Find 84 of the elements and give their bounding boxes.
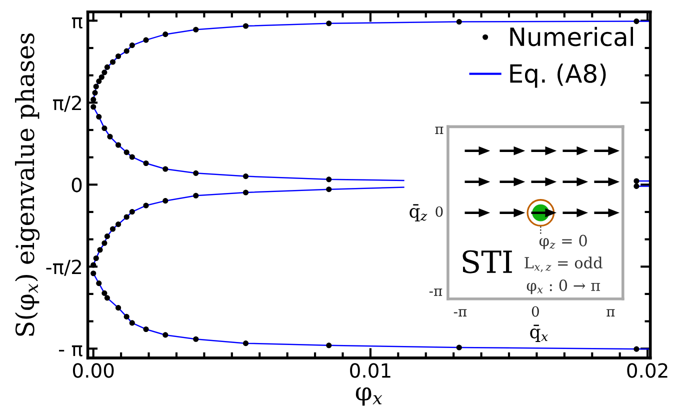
point	[124, 314, 130, 320]
point	[456, 19, 462, 25]
point	[143, 37, 149, 43]
point	[456, 344, 462, 350]
point	[116, 142, 122, 148]
x-tick-label: 0.01	[350, 363, 390, 378]
point	[93, 255, 99, 262]
point	[96, 114, 102, 120]
x-axis-title: φ$_{x}$	[356, 387, 382, 406]
point	[107, 134, 113, 140]
point	[162, 32, 168, 38]
point	[143, 326, 149, 332]
annotation: φ$_{x}$ : 0 → π	[526, 280, 600, 294]
legend-label: Numerical	[510, 26, 633, 46]
point	[116, 222, 122, 228]
point	[129, 209, 135, 215]
point	[104, 234, 110, 240]
point	[326, 186, 332, 192]
point	[116, 305, 122, 311]
text: q̄$_{x}$	[530, 324, 548, 342]
y-tick-label: - π	[58, 345, 82, 356]
point	[634, 18, 640, 24]
point	[124, 48, 130, 54]
point	[92, 90, 98, 96]
y-tick-label: π	[72, 17, 82, 28]
point	[93, 84, 99, 90]
y-tick-label: -π/2	[46, 260, 81, 276]
annotation: -π	[454, 309, 467, 316]
point	[104, 295, 110, 301]
y-tick-label: 0	[72, 178, 82, 192]
x-tick-label: 0.00	[72, 363, 114, 378]
point	[102, 70, 108, 76]
point	[129, 42, 135, 48]
point	[162, 332, 168, 338]
point	[90, 104, 96, 110]
point	[90, 270, 96, 276]
y-axis-title: S(φ$_{x}$) eigenvalue phases	[15, 33, 40, 336]
point	[102, 126, 108, 132]
point	[124, 150, 130, 156]
point	[193, 26, 199, 32]
point	[116, 53, 122, 60]
point	[98, 74, 104, 80]
point	[90, 262, 96, 268]
annotation: π	[435, 126, 444, 134]
point	[242, 23, 249, 29]
point	[242, 190, 249, 196]
point	[326, 20, 332, 26]
point	[242, 174, 249, 180]
point	[193, 170, 199, 176]
annotation: 0	[436, 206, 443, 217]
point	[143, 160, 149, 166]
point	[242, 340, 249, 346]
annotation: L$_{x,z}$ = odd	[524, 256, 602, 272]
point	[143, 202, 149, 208]
point	[634, 178, 640, 184]
point	[129, 320, 135, 326]
point	[102, 290, 108, 296]
point	[634, 183, 640, 189]
text: q̄$_{z}$	[410, 204, 428, 222]
point	[104, 64, 110, 70]
point	[326, 342, 332, 348]
point	[96, 78, 102, 84]
point	[110, 226, 116, 232]
x-tick-label: 0.02	[627, 363, 668, 378]
annotation: -π	[429, 288, 442, 296]
legend-label: Eq. (A8)	[510, 64, 606, 88]
point	[110, 59, 116, 65]
point	[97, 247, 103, 253]
point	[193, 192, 199, 198]
point	[90, 96, 96, 102]
point	[96, 280, 102, 286]
point	[634, 346, 640, 352]
point	[162, 166, 168, 172]
point	[124, 214, 130, 220]
annotation: φ$_{z}$ = 0	[539, 234, 587, 250]
annotation: 0	[532, 306, 539, 317]
y-tick-label: π/2	[53, 96, 81, 112]
annotation: π	[606, 309, 615, 316]
annotation: STI	[462, 250, 512, 274]
point	[162, 198, 168, 204]
point	[129, 154, 135, 160]
point	[102, 240, 108, 246]
point	[193, 336, 199, 342]
point	[326, 176, 332, 182]
